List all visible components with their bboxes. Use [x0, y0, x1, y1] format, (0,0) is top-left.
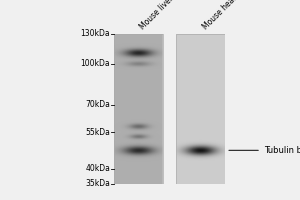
Text: 130kDa: 130kDa — [80, 29, 110, 38]
Text: Tubulin beta-1 chain: Tubulin beta-1 chain — [229, 146, 300, 155]
Text: 100kDa: 100kDa — [80, 59, 110, 68]
Text: 55kDa: 55kDa — [85, 128, 110, 137]
Text: 40kDa: 40kDa — [85, 164, 110, 173]
Text: Mouse heart: Mouse heart — [201, 0, 241, 31]
Text: Mouse liver: Mouse liver — [138, 0, 176, 31]
Text: 70kDa: 70kDa — [85, 100, 110, 109]
Text: 35kDa: 35kDa — [85, 180, 110, 188]
